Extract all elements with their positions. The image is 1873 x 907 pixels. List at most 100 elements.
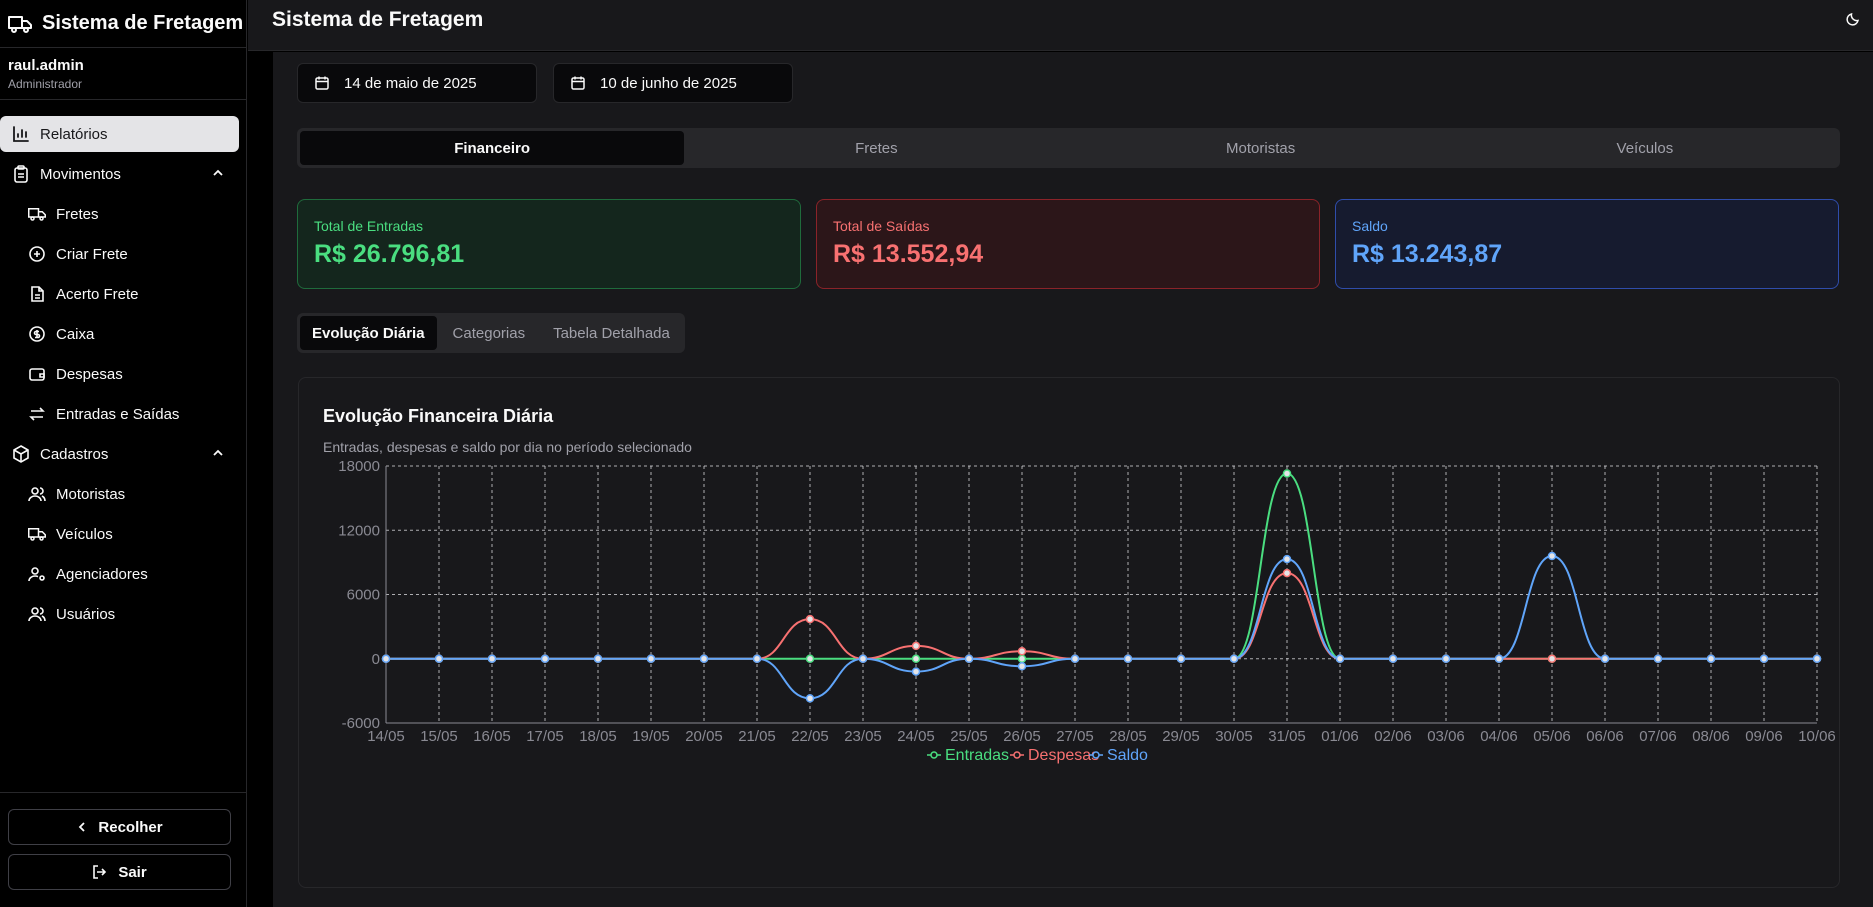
data-point: [1176, 654, 1186, 663]
subtab-tabela-detalhada[interactable]: Tabela Detalhada: [553, 324, 670, 342]
sidebar-item-label: Despesas: [56, 365, 123, 383]
sidebar-item-motoristas[interactable]: Motoristas: [0, 476, 239, 512]
x-tick-label: 23/05: [844, 728, 882, 745]
sidebar-item-label: Relatórios: [40, 125, 108, 143]
collapse-button[interactable]: Recolher: [8, 809, 231, 845]
sidebar-item-agenciadores[interactable]: Agenciadores: [0, 556, 239, 592]
data-point: [1229, 654, 1239, 663]
content: 14 de maio de 2025 10 de junho de 2025 F…: [273, 52, 1873, 907]
data-point: [646, 654, 656, 663]
data-point: [911, 667, 921, 676]
x-tick-label: 20/05: [685, 728, 723, 745]
sidebar-item-label: Caixa: [56, 325, 95, 343]
sidebar-item-label: Veículos: [56, 525, 113, 543]
start-date-picker[interactable]: 14 de maio de 2025: [297, 63, 537, 103]
sidebar-item-entradas-saidas[interactable]: Entradas e Saídas: [0, 396, 239, 432]
sidebar-item-movimentos[interactable]: Movimentos: [0, 156, 239, 192]
x-tick-label: 16/05: [473, 728, 511, 745]
tab-financeiro[interactable]: Financeiro: [300, 131, 685, 165]
collapse-label: Recolher: [98, 818, 163, 836]
chart-title: Evolução Financeira Diária: [323, 406, 554, 426]
x-tick-label: 29/05: [1162, 728, 1200, 745]
x-tick-label: 24/05: [897, 728, 935, 745]
data-point: [381, 654, 391, 663]
series-line-despesas: [385, 572, 1817, 660]
sidebar-item-fretes[interactable]: Fretes: [0, 196, 239, 232]
x-tick-label: 18/05: [579, 728, 617, 745]
series-line-saldo: [385, 554, 1817, 700]
subtab-categorias[interactable]: Categorias: [452, 324, 526, 342]
x-tick-label: 17/05: [526, 728, 564, 745]
sidebar-item-acerto-frete[interactable]: Acerto Frete: [0, 276, 239, 312]
sidebar-item-veiculos[interactable]: Veículos: [0, 516, 239, 552]
data-point: [805, 654, 815, 663]
x-tick-label: 07/06: [1639, 728, 1677, 745]
data-point: [1282, 469, 1292, 478]
moon-icon[interactable]: [1845, 11, 1861, 32]
tab-fretes[interactable]: Fretes: [855, 139, 898, 157]
logout-label: Sair: [118, 863, 147, 881]
y-tick-label: 6000: [347, 587, 380, 604]
card-label: Saldo: [1352, 218, 1388, 234]
legend-label: Despesas: [1028, 747, 1099, 764]
sidebar-item-despesas[interactable]: Despesas: [0, 356, 239, 392]
line-chart: -6000 0 6000 12000 18000 14/05 15/05 16/05 17/05…: [338, 458, 1835, 764]
saldo-card: Saldo R$ 13.243,87: [1335, 199, 1839, 289]
tab-motoristas[interactable]: Motoristas: [1226, 139, 1296, 157]
data-point: [1600, 654, 1610, 663]
card-value: R$ 26.796,81: [314, 240, 465, 268]
sidebar-item-caixa[interactable]: Caixa: [0, 316, 239, 352]
x-tick-label: 04/06: [1480, 728, 1518, 745]
sidebar-item-label: Movimentos: [40, 165, 121, 183]
start-date-value: 14 de maio de 2025: [344, 74, 477, 92]
main: 14 de maio de 2025 10 de junho de 2025 F…: [248, 52, 1873, 907]
calendar-icon: [314, 75, 330, 91]
logout-button[interactable]: Sair: [8, 854, 231, 890]
chevron-left-icon: [76, 821, 88, 833]
chevron-up-icon[interactable]: [211, 166, 225, 184]
data-point: [1759, 654, 1769, 663]
x-tick-label: 26/05: [1003, 728, 1041, 745]
tab-veiculos[interactable]: Veículos: [1616, 139, 1674, 157]
legend-marker: [1013, 751, 1021, 759]
x-tick-label: 06/06: [1586, 728, 1624, 745]
card-label: Total de Saídas: [833, 218, 930, 234]
x-tick-label: 31/05: [1268, 728, 1306, 745]
users-icon: [28, 605, 46, 623]
x-tick-label: 03/06: [1427, 728, 1465, 745]
clipboard-icon: [12, 165, 30, 183]
sidebar-item-criar-frete[interactable]: Criar Frete: [0, 236, 239, 272]
page-title: Sistema de Fretagem: [272, 8, 484, 31]
users-icon: [28, 485, 46, 503]
data-point: [964, 654, 974, 663]
sidebar-item-usuarios[interactable]: Usuários: [0, 596, 239, 632]
total-entradas-card: Total de Entradas R$ 26.796,81: [297, 199, 801, 289]
sidebar-item-label: Motoristas: [56, 485, 126, 503]
truck-icon: [28, 526, 46, 542]
sidebar-nav: Relatórios Movimentos Fretes Criar Frete…: [0, 100, 246, 632]
chart-subtabs: Evolução Diária Categorias Tabela Detalh…: [297, 313, 685, 353]
end-date-picker[interactable]: 10 de junho de 2025: [553, 63, 793, 103]
x-tick-label: 01/06: [1321, 728, 1359, 745]
box-icon: [12, 445, 30, 463]
data-point: [699, 654, 709, 663]
data-point: [805, 694, 815, 703]
user-role: Administrador: [8, 77, 83, 91]
data-point: [911, 654, 921, 663]
sidebar-item-label: Criar Frete: [56, 245, 128, 263]
data-point: [487, 654, 497, 663]
subtab-evolucao-diaria[interactable]: Evolução Diária: [300, 316, 437, 350]
sidebar-item-relatorios[interactable]: Relatórios: [0, 116, 239, 152]
arrows-icon: [28, 405, 46, 423]
data-point: [1547, 654, 1557, 663]
x-tick-label: 25/05: [950, 728, 988, 745]
sidebar-item-cadastros[interactable]: Cadastros: [0, 436, 239, 472]
sidebar-item-label: Usuários: [56, 605, 116, 623]
calendar-icon: [570, 75, 586, 91]
sidebar: Sistema de Fretagem raul.admin Administr…: [0, 0, 247, 907]
data-point: [1017, 654, 1027, 663]
data-point: [593, 654, 603, 663]
report-tabs: Financeiro Fretes Motoristas Veículos: [297, 128, 1840, 168]
chevron-up-icon[interactable]: [211, 446, 225, 464]
series-line-entradas: [385, 472, 1817, 660]
